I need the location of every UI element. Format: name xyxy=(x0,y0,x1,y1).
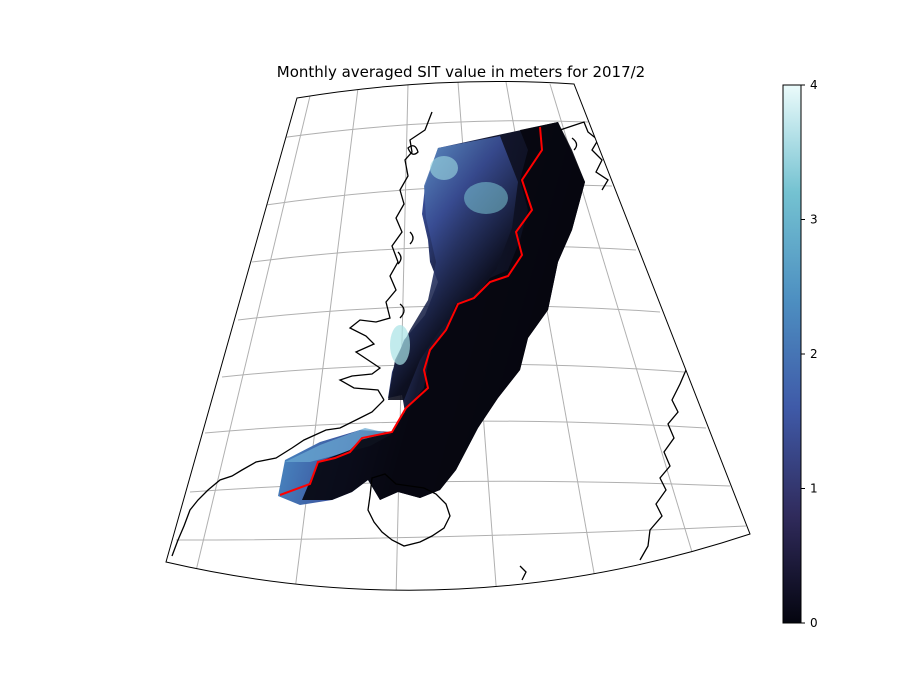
map-panel xyxy=(166,81,750,591)
colorbar-tick-label: 0 xyxy=(810,616,818,630)
ice-edge-line xyxy=(279,126,544,496)
sit-field xyxy=(278,122,585,505)
coastlines xyxy=(171,111,687,581)
colorbar-gradient xyxy=(782,84,802,624)
colorbar-ticks: 0 1 2 3 4 xyxy=(801,78,818,630)
colorbar-tick-label: 2 xyxy=(810,347,818,361)
chart-title: Monthly averaged SIT value in meters for… xyxy=(277,63,645,81)
colorbar: 0 1 2 3 4 xyxy=(782,78,818,630)
colorbar-tick-label: 4 xyxy=(810,78,818,92)
map-boundary xyxy=(165,80,751,591)
colorbar-tick-label: 1 xyxy=(810,482,818,496)
colorbar-tick-label: 3 xyxy=(810,213,818,227)
